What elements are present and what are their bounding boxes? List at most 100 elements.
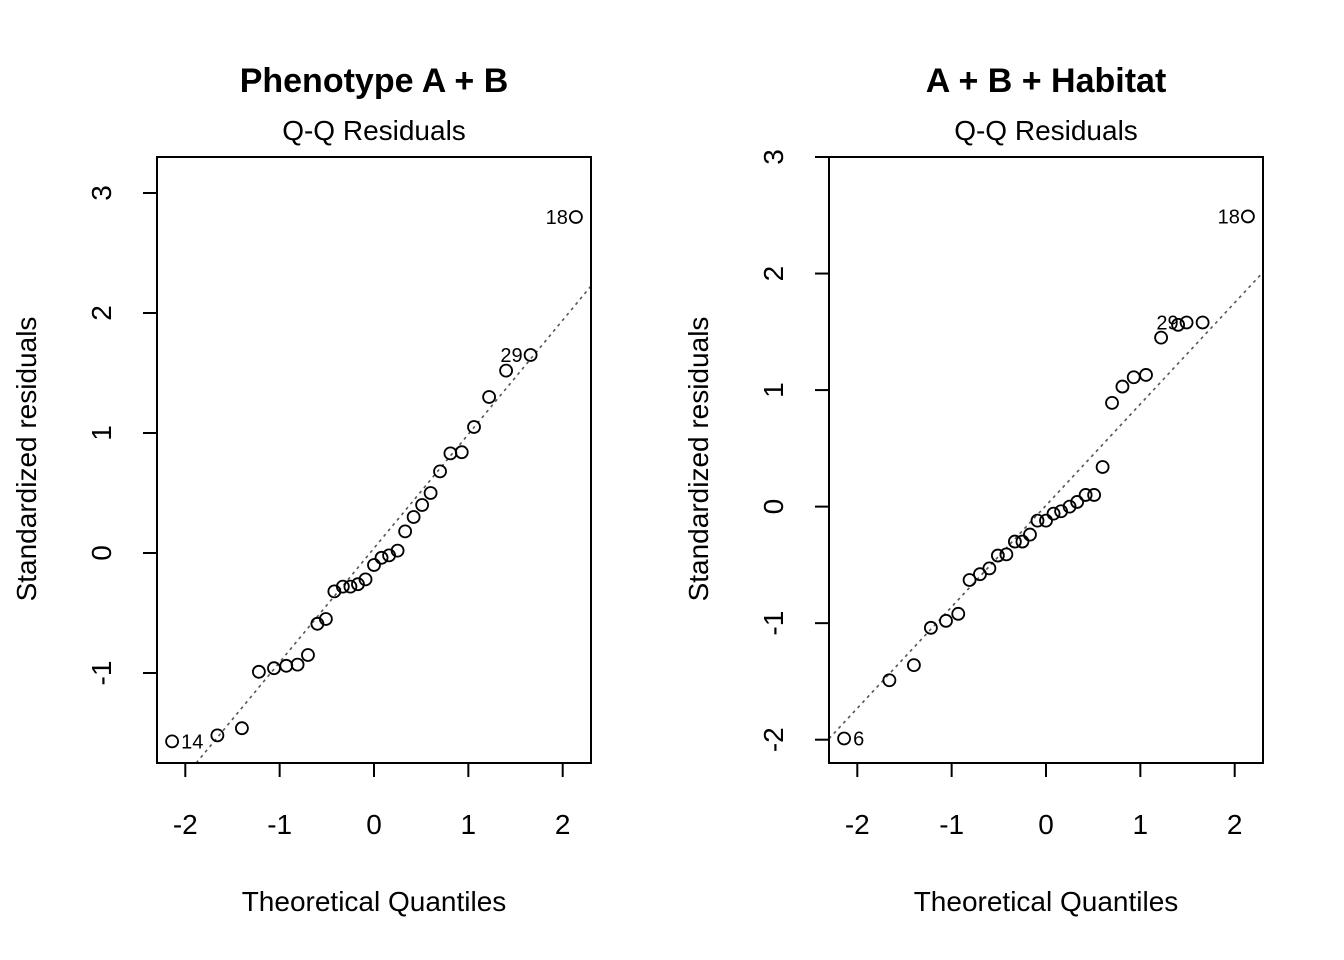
x-tick-label: -2: [845, 809, 870, 840]
y-tick-label: -1: [86, 661, 117, 686]
residual-point: [367, 558, 381, 572]
qq-panel-2: A + B + Habitat Q-Q Residuals Theoretica…: [683, 62, 1264, 917]
residual-point: [433, 464, 447, 479]
residual-point: [423, 486, 438, 500]
panel-1-point-labels: 18 29 14: [181, 207, 568, 753]
residual-point: [482, 390, 497, 404]
panel-1-y-axis-label: Standardized residuals: [11, 317, 42, 602]
y-tick-label: 1: [758, 382, 789, 398]
residual-point: [1195, 315, 1210, 330]
residual-point: [1046, 506, 1061, 521]
residual-point: [1139, 368, 1153, 382]
x-tick-label: 2: [1227, 809, 1243, 840]
residual-point: [837, 731, 851, 746]
x-tick-label: 1: [1133, 809, 1149, 840]
residual-point: [235, 721, 249, 736]
residual-point: [1095, 460, 1110, 474]
residual-point: [1078, 488, 1093, 502]
residual-point: [210, 728, 225, 743]
residual-point: [1115, 379, 1130, 394]
x-tick-label: 2: [555, 809, 571, 840]
residual-point: [351, 577, 365, 592]
residual-point: [1241, 209, 1255, 224]
residual-point: [1105, 395, 1119, 410]
point-id-label: 18: [1218, 206, 1240, 228]
point-id-label: 29: [1156, 312, 1178, 334]
panel-2-y-ticks: -2 -1 0 1 2 3: [758, 149, 829, 752]
residual-point: [318, 612, 333, 626]
residual-point: [398, 524, 413, 539]
residual-point: [390, 543, 405, 558]
residual-point: [882, 673, 897, 688]
residual-point: [907, 658, 921, 673]
y-tick-label: 0: [758, 499, 789, 515]
panel-1-points: [165, 210, 583, 749]
panel-2-y-axis-label: Standardized residuals: [683, 317, 714, 602]
residual-point: [1039, 513, 1053, 528]
residual-point: [962, 573, 977, 587]
y-tick-label: -1: [758, 611, 789, 636]
point-id-label: 18: [546, 207, 568, 229]
x-tick-label: 0: [1038, 809, 1054, 840]
y-tick-label: 3: [86, 185, 117, 201]
residual-point: [335, 579, 350, 594]
panel-1-y-ticks: -1 0 1 2 3: [86, 185, 157, 685]
residual-point: [523, 348, 538, 362]
panel-1-x-axis-label: Theoretical Quantiles: [242, 886, 507, 917]
residual-point: [374, 550, 389, 565]
qq-reference-line: [828, 271, 1264, 740]
residual-point: [454, 445, 469, 460]
panel-2-reference-line-group: [828, 271, 1264, 740]
residual-point: [1015, 534, 1030, 549]
residual-point: [406, 510, 421, 524]
x-tick-label: -1: [267, 809, 292, 840]
residual-point: [290, 657, 305, 672]
panel-2-points: [837, 209, 1255, 746]
panel-2-point-labels: 18 29 6: [853, 206, 1240, 750]
residual-point: [1023, 527, 1037, 542]
y-tick-label: 3: [758, 149, 789, 165]
residual-point: [415, 498, 430, 512]
residual-point: [165, 734, 179, 749]
residual-point: [1062, 499, 1077, 514]
residual-point: [343, 579, 358, 594]
panel-2-plot-frame: [828, 156, 1264, 764]
point-id-label: 14: [181, 731, 203, 753]
panel-1-title: Phenotype A + B: [240, 62, 509, 100]
residual-point: [951, 606, 966, 621]
panel-1-x-ticks: -2 -1 0 1 2: [173, 763, 571, 840]
residual-point: [1087, 488, 1102, 502]
y-tick-label: 1: [86, 425, 117, 441]
residual-point: [1070, 495, 1085, 509]
point-id-label: 6: [853, 729, 864, 751]
point-id-label: 29: [500, 345, 522, 367]
y-tick-label: -2: [758, 727, 789, 752]
residual-point: [1030, 513, 1045, 528]
qq-reference-line: [195, 285, 592, 764]
panel-1-plot-frame: [156, 156, 592, 764]
panel-1-subtitle: Q-Q Residuals: [282, 115, 466, 146]
residual-point: [569, 210, 583, 224]
residual-point: [990, 548, 1005, 563]
residual-point: [1179, 315, 1194, 330]
residual-point: [1007, 534, 1022, 549]
panel-2-x-axis-label: Theoretical Quantiles: [914, 886, 1179, 917]
x-tick-label: 0: [366, 809, 382, 840]
residual-point: [301, 648, 315, 662]
panel-2-title: A + B + Habitat: [926, 62, 1167, 100]
panel-1-reference-line-group: [195, 285, 592, 764]
residual-point: [358, 572, 373, 587]
residual-point: [251, 664, 266, 679]
residual-point: [923, 620, 938, 635]
residual-point: [982, 561, 997, 576]
y-tick-label: 2: [86, 305, 117, 321]
residual-point: [1171, 317, 1185, 332]
y-tick-label: 2: [758, 266, 789, 282]
residual-point: [467, 420, 481, 434]
residual-point: [499, 363, 513, 378]
panel-2-subtitle: Q-Q Residuals: [954, 115, 1138, 146]
panel-2-x-ticks: -2 -1 0 1 2: [845, 763, 1243, 840]
qq-panel-1: Phenotype A + B Q-Q Residuals Theoretica…: [11, 62, 592, 917]
residual-point: [999, 547, 1014, 562]
